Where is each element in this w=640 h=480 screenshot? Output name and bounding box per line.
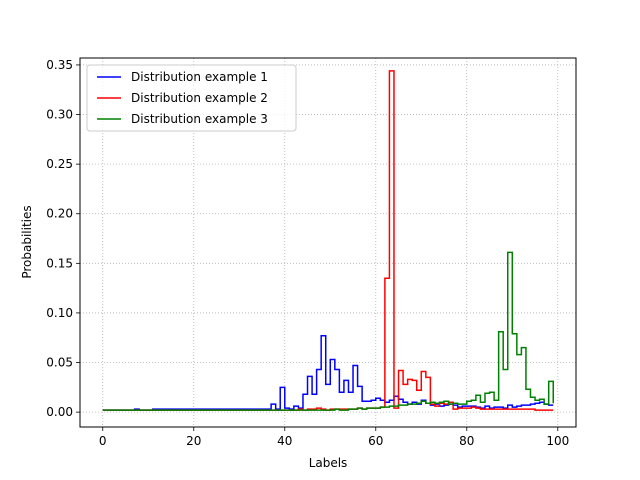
x-tick-label: 60	[368, 434, 383, 448]
y-tick-label: 0.25	[46, 157, 73, 171]
y-axis-label: Probabilities	[20, 205, 34, 278]
legend-label-1: Distribution example 1	[131, 70, 268, 84]
x-tick-label: 80	[459, 434, 474, 448]
y-tick-label: 0.15	[46, 256, 73, 270]
y-tick-label: 0.05	[46, 356, 73, 370]
legend-label-2: Distribution example 2	[131, 91, 268, 105]
legend-box	[86, 64, 297, 132]
x-axis-label: Labels	[309, 456, 348, 470]
x-tick-label: 0	[99, 434, 107, 448]
x-tick-label: 100	[546, 434, 569, 448]
axes-frame	[79, 57, 577, 428]
x-axis: 0 20 40 60 80 100	[99, 427, 569, 448]
plot-series	[102, 70, 554, 411]
series-line-1	[102, 334, 554, 411]
y-tick-label: 0.30	[46, 108, 73, 122]
legend: Distribution example 1 Distribution examp…	[86, 64, 297, 132]
y-tick-label: 0.10	[46, 306, 73, 320]
legend-label-3: Distribution example 3	[131, 112, 268, 126]
x-tick-label: 20	[186, 434, 201, 448]
y-tick-label: 0.00	[46, 405, 73, 419]
y-axis: 0.00 0.05 0.10 0.15 0.20 0.25 0.30 0.35	[46, 58, 80, 419]
y-tick-label: 0.35	[46, 58, 73, 72]
x-tick-label: 40	[277, 434, 292, 448]
series-line-3	[102, 251, 554, 411]
y-tick-label: 0.20	[46, 207, 73, 221]
